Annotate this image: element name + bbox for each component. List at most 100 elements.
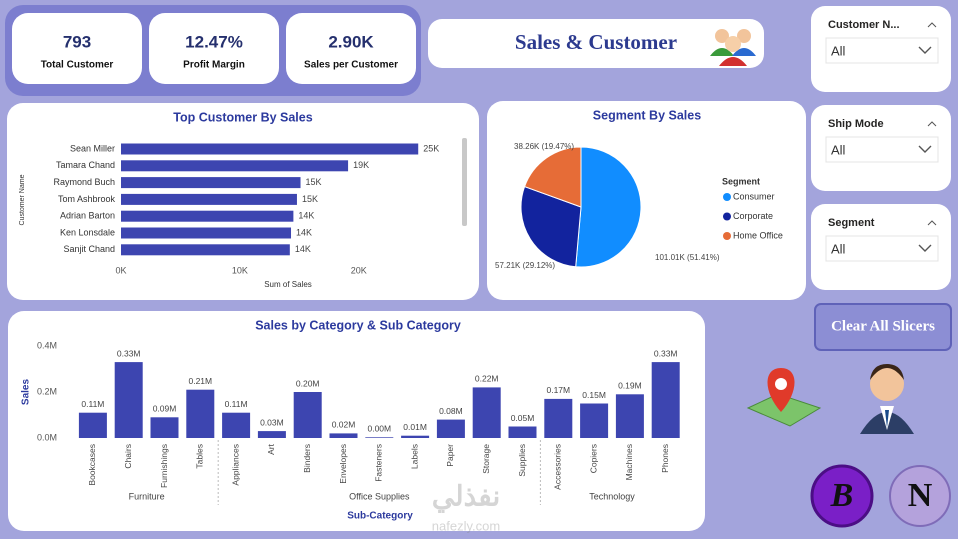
bar[interactable]	[186, 389, 215, 438]
watermark: nafezly.com	[432, 518, 500, 533]
x-tick-label: Tables	[195, 444, 205, 469]
x-tick-label: Binders	[302, 444, 312, 473]
slicer-value[interactable]: All	[831, 142, 846, 157]
bar[interactable]	[257, 431, 286, 438]
x-axis-title: Sub-Category	[347, 511, 413, 522]
bar[interactable]	[121, 193, 297, 205]
data-label: 15K	[306, 177, 322, 187]
slicer-dropdown[interactable]	[825, 37, 939, 64]
bar[interactable]	[121, 227, 292, 239]
chevron[interactable]	[918, 46, 932, 54]
bar[interactable]	[544, 398, 573, 438]
bar[interactable]	[121, 244, 290, 256]
x-tick-label: 20K	[351, 265, 367, 275]
data-label: 101.01K (51.41%)	[655, 253, 720, 262]
bar[interactable]	[508, 426, 537, 439]
bar[interactable]	[472, 387, 501, 438]
clear-button[interactable]	[814, 303, 952, 351]
bar[interactable]	[121, 177, 301, 189]
bar[interactable]	[580, 403, 609, 439]
kpi-card	[149, 13, 279, 84]
bar[interactable]	[114, 362, 143, 438]
chevron	[927, 220, 937, 226]
bar[interactable]	[615, 394, 644, 438]
data-label: 0.05M	[511, 413, 535, 423]
bar[interactable]	[329, 433, 358, 438]
y-tick-label: 0.0M	[37, 432, 57, 442]
data-label: 14K	[295, 244, 311, 254]
y-tick-label: Tom Ashbrook	[58, 194, 116, 204]
data-label: 0.19M	[618, 381, 642, 391]
data-label: 57.21K (29.12%)	[495, 261, 555, 270]
bar[interactable]	[150, 417, 179, 438]
legend-swatch[interactable]	[723, 232, 731, 240]
legend-label[interactable]: Consumer	[733, 191, 775, 201]
pie-slice[interactable]	[520, 185, 582, 268]
watermark: نفذلي	[432, 480, 501, 513]
legend-label[interactable]: Home Office	[733, 230, 783, 240]
slicer-dropdown[interactable]	[825, 235, 939, 262]
badge-label: N	[908, 477, 933, 514]
y-tick-label: Tamara Chand	[56, 160, 115, 170]
clear-button-label[interactable]: Clear All Slicers	[831, 318, 935, 334]
pie-slice[interactable]	[523, 146, 582, 208]
legend-label[interactable]: Corporate	[733, 211, 773, 221]
bar[interactable]	[401, 435, 430, 438]
data-label: 0.20M	[296, 378, 320, 388]
legend-swatch[interactable]	[723, 212, 731, 221]
x-tick-label: Art	[266, 443, 276, 455]
data-label: 38.26K (19.47%)	[514, 142, 574, 151]
x-tick-label: Phones	[660, 444, 670, 473]
bar[interactable]	[293, 392, 322, 438]
data-label: 0.21M	[188, 376, 212, 386]
kpi-label: Profit Margin	[183, 60, 245, 71]
person-icon	[860, 364, 914, 434]
x-tick-label: Fasteners	[374, 444, 384, 482]
bar[interactable]	[121, 160, 349, 172]
kpi-label: Total Customer	[41, 60, 114, 71]
bar[interactable]	[365, 437, 394, 438]
x-tick-label: Bookcases	[87, 444, 97, 486]
bar[interactable]	[436, 419, 465, 438]
data-label: 15K	[302, 194, 318, 204]
chevron[interactable]	[918, 145, 932, 153]
chevron[interactable]	[918, 244, 932, 252]
kpi-value: 793	[63, 32, 91, 51]
bar[interactable]	[121, 143, 419, 155]
y-tick-label: Sanjit Chand	[63, 244, 115, 254]
bar[interactable]	[121, 210, 294, 222]
y-tick-label: Sean Miller	[70, 143, 115, 153]
badge	[810, 464, 874, 528]
slicer-value[interactable]: All	[831, 43, 846, 58]
x-tick-label: Envelopes	[338, 444, 348, 484]
bar[interactable]	[222, 412, 251, 438]
x-tick-label: Copiers	[588, 444, 598, 473]
slicer-title: Customer N...	[828, 19, 900, 31]
slicer-value[interactable]: All	[831, 241, 846, 256]
y-tick-label: 0.4M	[37, 340, 57, 350]
x-tick-label: Appliances	[230, 444, 240, 486]
map-pin-icon	[746, 368, 822, 427]
data-label: 0.33M	[117, 348, 141, 358]
x-tick-label: Chairs	[123, 444, 133, 469]
bar[interactable]	[651, 362, 680, 438]
badge	[889, 465, 951, 527]
data-label: 0.22M	[475, 374, 499, 384]
kpi-label: Sales per Customer	[304, 60, 398, 71]
kpi-value: 12.47%	[185, 32, 243, 51]
x-tick-label: Storage	[481, 444, 491, 474]
y-tick-label: 0.2M	[37, 386, 57, 396]
data-label: 0.17M	[546, 385, 570, 395]
data-label: 0.15M	[582, 390, 606, 400]
slicer-dropdown[interactable]	[825, 136, 939, 163]
x-tick-label: Furnishings	[159, 444, 169, 488]
scrollbar[interactable]	[462, 138, 467, 226]
data-label: 14K	[298, 211, 314, 221]
data-label: 0.02M	[332, 420, 356, 430]
bar[interactable]	[78, 412, 107, 438]
kpi-value: 2.90K	[328, 32, 374, 51]
pie-slice[interactable]	[575, 146, 642, 268]
data-label: 0.11M	[225, 399, 248, 409]
legend-swatch[interactable]	[723, 193, 731, 201]
